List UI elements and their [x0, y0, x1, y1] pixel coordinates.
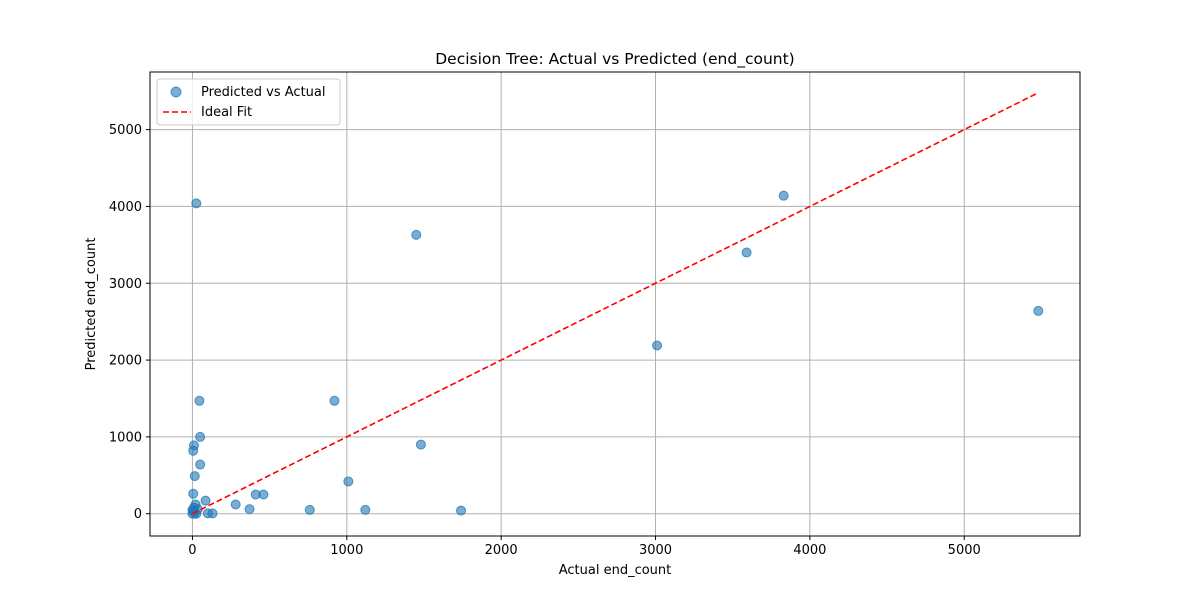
y-tick-label: 1000	[109, 430, 142, 445]
scatter-point	[188, 445, 199, 456]
chart-title: Decision Tree: Actual vs Predicted (end_…	[435, 50, 794, 69]
scatter-point	[456, 505, 467, 516]
y-tick-label: 3000	[109, 277, 142, 292]
scatter-point	[195, 459, 206, 470]
x-tick-label: 4000	[793, 543, 826, 558]
scatter-point	[188, 488, 199, 499]
legend-box	[156, 78, 341, 126]
scatter-point	[207, 508, 218, 519]
x-axis-label: Actual end_count	[559, 563, 672, 578]
scatter-point	[415, 439, 426, 450]
x-tick-label: 2000	[485, 543, 518, 558]
y-axis-ticks: 0 1000 2000 3000 4000 5000	[109, 123, 150, 522]
scatter-point	[304, 504, 315, 515]
scatter-point	[411, 229, 422, 240]
y-tick-label: 4000	[109, 200, 142, 215]
scatter-point	[741, 247, 752, 258]
scatter-points	[187, 190, 1044, 519]
scatter-point	[244, 504, 255, 515]
scatter-point	[200, 495, 211, 506]
grid-lines	[150, 72, 1080, 536]
y-tick-label: 0	[134, 507, 142, 522]
y-axis-label: Predicted end_count	[84, 238, 99, 371]
scatter-point	[343, 476, 354, 487]
scatter-point	[652, 340, 663, 351]
x-tick-label: 3000	[639, 543, 672, 558]
scatter-point	[189, 471, 200, 482]
scatter-point	[258, 489, 269, 500]
scatter-point	[1033, 305, 1044, 316]
x-tick-label: 5000	[948, 543, 981, 558]
scatter-point	[230, 499, 241, 510]
y-tick-label: 2000	[109, 354, 142, 369]
legend: Predicted vs Actual Ideal Fit	[156, 78, 341, 126]
ideal-fit-line	[192, 92, 1039, 515]
legend-marker-scatter	[170, 86, 182, 98]
scatter-point	[191, 198, 202, 209]
scatter-point	[195, 431, 206, 442]
scatter-point	[778, 190, 789, 201]
x-axis-ticks: 0 1000 2000 3000 4000 5000	[188, 536, 981, 558]
ideal-fit-line-group	[192, 92, 1039, 515]
scatter-point	[194, 395, 205, 406]
scatter-point	[329, 395, 340, 406]
scatter-point	[360, 504, 371, 515]
x-tick-label: 0	[188, 543, 196, 558]
y-tick-label: 5000	[109, 123, 142, 138]
legend-label-ideal-fit: Ideal Fit	[201, 105, 252, 120]
legend-label-scatter: Predicted vs Actual	[201, 85, 325, 100]
plot-frame	[149, 71, 1081, 537]
x-tick-label: 1000	[330, 543, 363, 558]
